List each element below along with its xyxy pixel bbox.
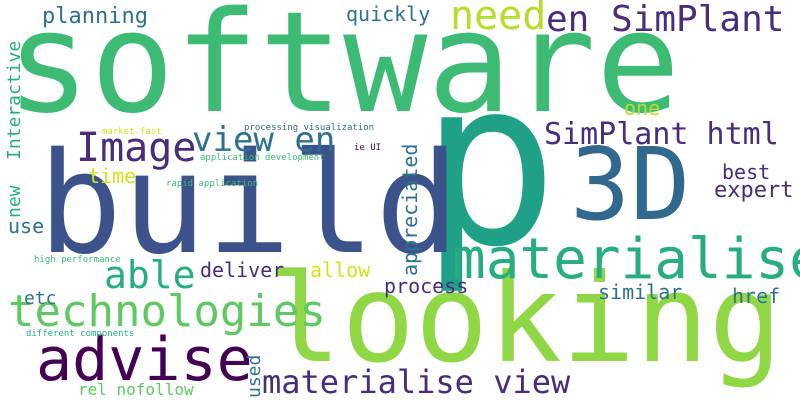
- word-similar: similar: [598, 280, 683, 304]
- word-looking: looking: [268, 248, 783, 390]
- word-software: software: [6, 0, 681, 145]
- word-p: p: [420, 31, 559, 298]
- word-materialise: materialise: [452, 227, 800, 292]
- word-advise: advise: [36, 325, 253, 395]
- word-able: able: [104, 253, 196, 297]
- word-use: use: [8, 214, 45, 238]
- word-appreciated: appreciated: [398, 143, 422, 276]
- word-href: href: [732, 284, 781, 308]
- word-process: process: [384, 274, 469, 298]
- word-Image: Image: [76, 125, 197, 171]
- word-need: need: [450, 0, 547, 39]
- word-simplant-html: SimPlant html: [544, 117, 779, 152]
- word-materialise-view: materialise view: [262, 363, 571, 400]
- word-technologies: technologies: [8, 286, 326, 337]
- word-high-performance: high performance: [34, 255, 121, 265]
- word-rel-nofollow: rel nofollow: [78, 380, 194, 399]
- word-allow: allow: [310, 258, 371, 282]
- word-rapid-application: rapid application: [166, 179, 259, 189]
- word-market-fast: market fast: [102, 127, 162, 137]
- word-etc: etc: [24, 288, 57, 309]
- word-build: build: [38, 123, 460, 286]
- word-en-simplant: en SimPlant: [546, 0, 785, 40]
- word-used: used: [244, 354, 265, 398]
- word-application-development: application development: [200, 153, 325, 163]
- word-different-components: different components: [26, 329, 135, 339]
- word-best: best: [722, 160, 771, 184]
- word-interactive: Interactive: [4, 40, 25, 160]
- word-3D: 3D: [570, 126, 691, 243]
- word-expert: expert: [714, 178, 794, 203]
- word-quickly: quickly: [346, 2, 431, 26]
- word-one: one: [624, 96, 661, 120]
- word-planning: planning: [42, 4, 148, 29]
- word-processing-visualization: processing visualization: [244, 123, 375, 133]
- word-ie-ui: ie UI: [354, 143, 382, 153]
- word-time: time: [88, 164, 137, 188]
- word-view-en: view en: [192, 120, 336, 160]
- word-deliver: deliver: [200, 258, 285, 282]
